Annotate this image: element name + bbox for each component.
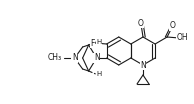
Text: CH₃: CH₃ xyxy=(48,53,62,63)
Text: F: F xyxy=(90,38,95,48)
Text: O: O xyxy=(138,19,143,27)
Text: OH: OH xyxy=(176,33,188,43)
Text: N: N xyxy=(72,53,77,63)
Text: O: O xyxy=(169,21,175,30)
Text: H: H xyxy=(97,39,102,45)
Text: N: N xyxy=(140,61,146,69)
Text: H: H xyxy=(97,71,102,77)
Text: N: N xyxy=(94,53,100,63)
